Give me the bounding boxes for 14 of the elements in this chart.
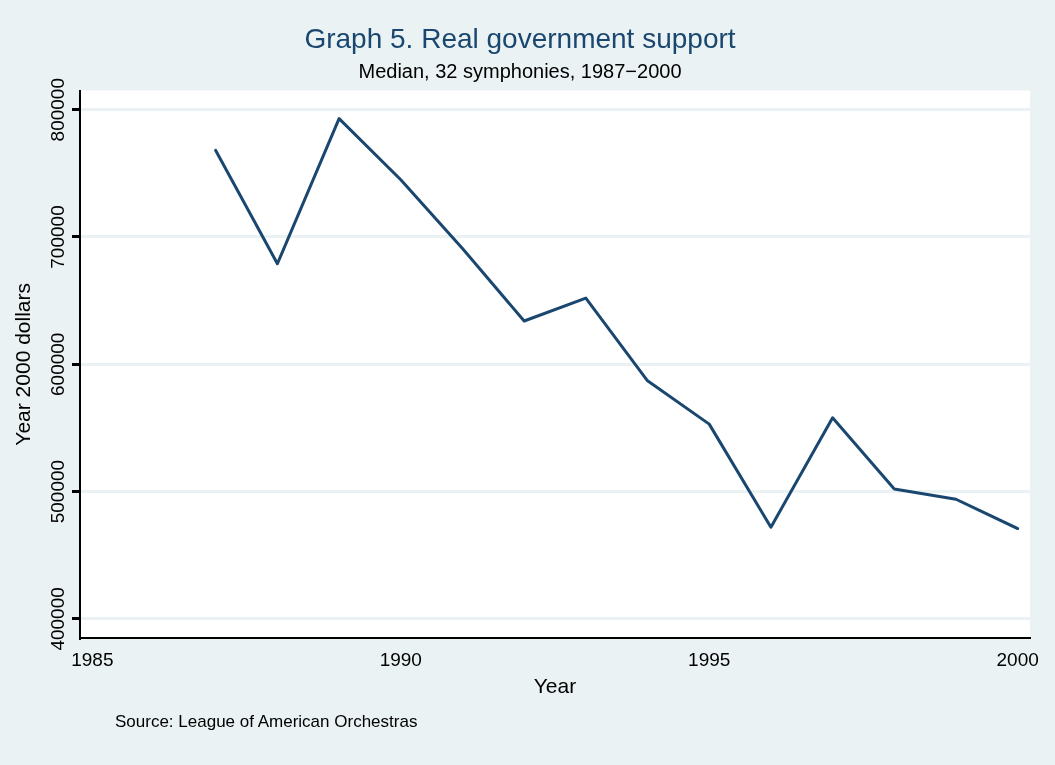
y-tick-label: 800000 <box>46 77 68 142</box>
x-tick-label: 1985 <box>71 648 114 670</box>
x-axis-title: Year <box>533 674 577 698</box>
x-tick-label: 2000 <box>996 648 1039 670</box>
x-tick-label: 1990 <box>379 648 422 670</box>
y-axis-title: Year 2000 dollars <box>11 282 35 446</box>
y-tick-label: 400000 <box>46 587 68 651</box>
x-tick-label: 1995 <box>688 648 731 670</box>
y-tick-label: 600000 <box>46 332 68 396</box>
y-tick-label: 500000 <box>46 459 68 524</box>
source-note: Source: League of American Orchestras <box>115 712 418 732</box>
y-tick-label: 700000 <box>46 205 68 269</box>
chart-title: Graph 5. Real government support <box>304 22 736 54</box>
chart-subtitle: Median, 32 symphonies, 1987−2000 <box>358 60 682 83</box>
